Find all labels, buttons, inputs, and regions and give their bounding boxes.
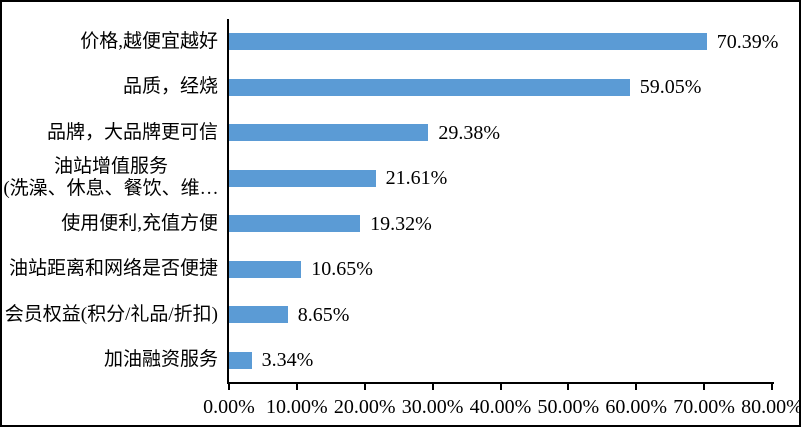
category-label: 品质，经烧 <box>4 64 218 110</box>
category-label: 油站距离和网络是否便捷 <box>4 246 218 292</box>
x-tick-mark <box>228 384 230 390</box>
x-axis-line <box>227 382 774 384</box>
bar <box>229 351 252 369</box>
x-tick-mark <box>499 384 502 390</box>
x-tick-mark <box>567 384 570 390</box>
x-tick-label: 50.00% <box>537 396 600 418</box>
category-label: 品牌，大品牌更可信 <box>4 110 218 156</box>
bar <box>229 215 361 233</box>
category-label-line: 价格,越便宜越好 <box>80 30 218 52</box>
x-tick-label: 20.00% <box>333 396 396 418</box>
category-label: 使用便利,充值方便 <box>4 201 218 247</box>
bar <box>229 78 630 96</box>
bar <box>229 33 707 51</box>
x-tick-label: 0.00% <box>203 396 255 418</box>
x-tick-label: 80.00% <box>741 396 801 418</box>
category-label-line: 品质，经烧 <box>122 76 218 98</box>
bar <box>229 169 376 187</box>
category-label: 会员权益(积分/礼品/折扣) <box>4 292 218 338</box>
category-label-line: 油站增值服务 <box>54 156 169 178</box>
category-label: 油站增值服务 (洗澡、休息、餐饮、维… <box>3 155 219 201</box>
category-label-line: 会员权益(积分/礼品/折扣) <box>4 303 218 325</box>
value-label: 3.34% <box>261 349 314 372</box>
value-label: 70.39% <box>716 30 779 53</box>
x-tick-label: 70.00% <box>673 396 735 418</box>
x-tick-mark <box>703 384 706 390</box>
x-tick-label: 40.00% <box>469 396 532 418</box>
x-tick-label: 10.00% <box>266 396 328 418</box>
value-label: 10.65% <box>311 258 373 281</box>
x-tick-mark <box>431 384 434 390</box>
value-label: 59.05% <box>639 76 702 99</box>
category-label: 价格,越便宜越好 <box>4 19 218 65</box>
bar <box>229 306 288 324</box>
value-label: 29.38% <box>438 121 501 144</box>
category-label-line: (洗澡、休息、餐饮、维… <box>3 178 219 200</box>
category-label: 加油融资服务 <box>4 337 218 383</box>
x-tick-mark <box>295 384 298 390</box>
x-tick-mark <box>363 384 366 390</box>
bar <box>229 260 302 278</box>
value-label: 19.32% <box>370 212 432 235</box>
bar <box>229 124 429 142</box>
value-label: 8.65% <box>297 303 350 326</box>
category-label-line: 油站距离和网络是否便捷 <box>8 258 218 280</box>
value-label: 21.61% <box>385 167 448 190</box>
category-label-line: 品牌，大品牌更可信 <box>46 121 218 143</box>
category-label-line: 加油融资服务 <box>103 349 218 371</box>
category-label-line: 使用便利,充值方便 <box>61 212 218 234</box>
x-tick-mark <box>771 384 773 390</box>
x-tick-mark <box>635 384 638 390</box>
y-axis-line <box>227 19 229 384</box>
x-tick-label: 60.00% <box>605 396 668 418</box>
x-tick-label: 30.00% <box>401 396 464 418</box>
